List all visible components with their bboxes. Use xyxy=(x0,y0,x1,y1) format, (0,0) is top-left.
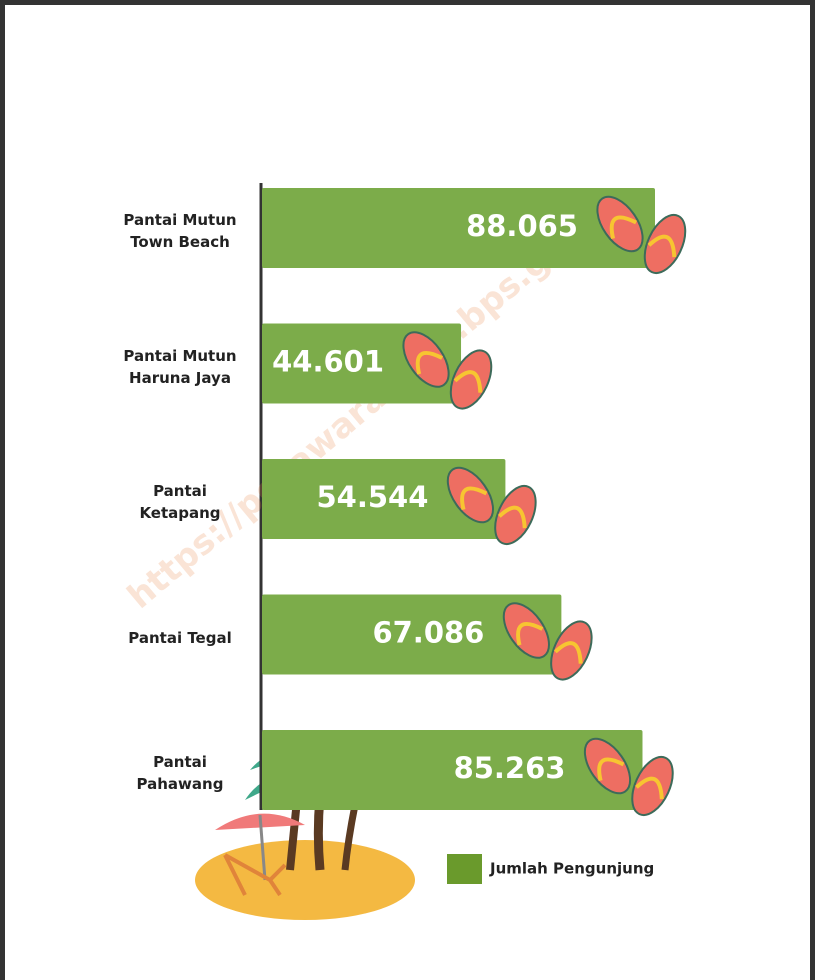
flip-flop xyxy=(550,620,593,681)
flip-flop xyxy=(596,195,644,253)
flip-flop xyxy=(446,466,494,524)
legend-text: Jumlah Pengunjung xyxy=(489,860,654,878)
bar xyxy=(262,730,643,810)
value-label: 67.086 xyxy=(372,616,484,650)
sandal xyxy=(583,737,632,795)
strap xyxy=(415,351,443,375)
bar xyxy=(262,459,506,539)
strap xyxy=(516,622,544,646)
sandal xyxy=(550,620,593,681)
strap xyxy=(597,757,625,782)
category-label: Pantai Pahawang xyxy=(136,753,224,793)
strap xyxy=(635,776,664,800)
sandal xyxy=(643,214,687,274)
strap xyxy=(609,215,637,240)
sandal xyxy=(446,466,494,524)
value-label: 88.065 xyxy=(466,209,578,243)
value-label: 44.601 xyxy=(272,345,384,379)
flip-flop xyxy=(631,756,674,816)
category-label: Pantai Mutun Haruna Jaya xyxy=(123,346,237,387)
value-label: 54.544 xyxy=(316,480,428,514)
flip-flop xyxy=(502,602,550,659)
flip-flop xyxy=(643,214,687,274)
strap xyxy=(553,641,583,664)
bar xyxy=(262,188,655,268)
strap xyxy=(647,234,677,258)
strap xyxy=(453,370,483,393)
sandal xyxy=(502,602,550,659)
legend-swatch xyxy=(447,854,482,884)
strap xyxy=(460,486,488,511)
flip-flop xyxy=(583,737,632,795)
flip-flop xyxy=(494,485,537,545)
sandal xyxy=(631,756,674,816)
category-label: Pantai Mutun Town Beach xyxy=(123,211,237,251)
category-label: Pantai Ketapang xyxy=(139,482,221,522)
sandal xyxy=(494,485,537,545)
sandal xyxy=(449,349,493,410)
strap xyxy=(497,505,527,529)
flip-flop xyxy=(449,349,493,410)
category-label: Pantai Tegal xyxy=(128,628,232,647)
flip-flop xyxy=(402,331,450,388)
sandal xyxy=(596,195,644,253)
bar xyxy=(262,594,562,675)
sandal xyxy=(402,331,450,388)
value-label: 85.263 xyxy=(454,751,566,785)
